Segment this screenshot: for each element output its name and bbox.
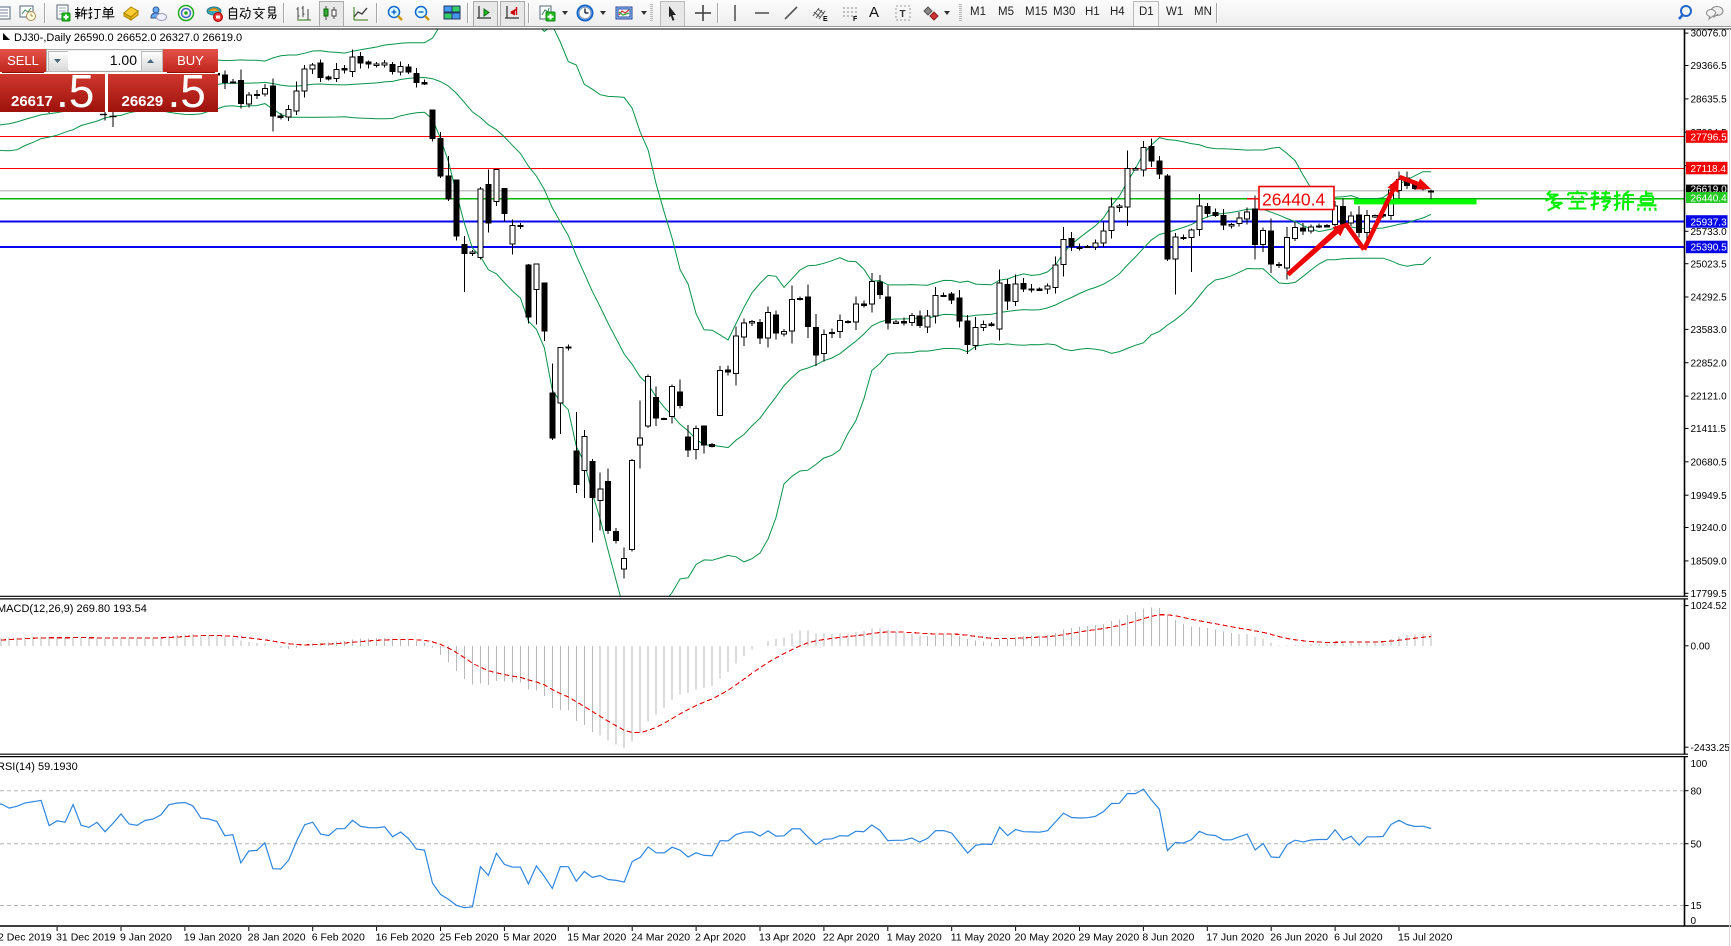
svg-text:F: F	[853, 16, 858, 22]
svg-text:6 Jul 2020: 6 Jul 2020	[1334, 932, 1383, 944]
svg-text:22 Apr 2020: 22 Apr 2020	[823, 932, 880, 944]
svg-text:28635.5: 28635.5	[1691, 95, 1728, 106]
svg-text:19240.0: 19240.0	[1691, 523, 1728, 534]
svg-text:15 Jul 2020: 15 Jul 2020	[1398, 932, 1452, 944]
svg-text:26440.4: 26440.4	[1691, 193, 1728, 204]
svg-text:25937.3: 25937.3	[1691, 217, 1728, 228]
svg-text:DJ30-,Daily 26590.0 26652.0 2: DJ30-,Daily 26590.0 26652.0 26327.0 2661…	[14, 32, 242, 44]
svg-text:23583.0: 23583.0	[1691, 325, 1728, 336]
svg-text:19 Jan 2020: 19 Jan 2020	[184, 932, 242, 944]
svg-text:26619.0: 26619.0	[1691, 185, 1728, 196]
svg-text:17799.5: 17799.5	[1691, 589, 1728, 600]
svg-text:16 Feb 2020: 16 Feb 2020	[376, 932, 435, 944]
svg-text:25023.5: 25023.5	[1691, 259, 1728, 270]
svg-text:25390.5: 25390.5	[1691, 243, 1728, 254]
svg-text:1 May 2020: 1 May 2020	[887, 932, 942, 944]
svg-text:27796.5: 27796.5	[1691, 132, 1728, 143]
svg-text:5 Mar 2020: 5 Mar 2020	[503, 932, 556, 944]
svg-text:11 May 2020: 11 May 2020	[951, 932, 1011, 944]
svg-text:22 Dec 2019: 22 Dec 2019	[0, 932, 52, 944]
svg-text:28 Jan 2020: 28 Jan 2020	[248, 932, 306, 944]
svg-text:25 Feb 2020: 25 Feb 2020	[440, 932, 499, 944]
svg-text:21411.5: 21411.5	[1691, 424, 1727, 435]
svg-text:15: 15	[1691, 901, 1703, 912]
svg-text:27118.4: 27118.4	[1691, 164, 1727, 175]
svg-text:25733.0: 25733.0	[1691, 227, 1728, 238]
svg-text:8 Jun 2020: 8 Jun 2020	[1142, 932, 1194, 944]
svg-text:24292.5: 24292.5	[1691, 293, 1728, 304]
svg-text:13 Apr 2020: 13 Apr 2020	[759, 932, 816, 944]
svg-text:0.00: 0.00	[1691, 641, 1711, 652]
svg-text:6 Feb 2020: 6 Feb 2020	[312, 932, 365, 944]
svg-text:20 May 2020: 20 May 2020	[1015, 932, 1076, 944]
svg-text:100: 100	[1691, 759, 1708, 770]
svg-text:31 Dec 2019: 31 Dec 2019	[56, 932, 116, 944]
svg-text:17 Jun 2020: 17 Jun 2020	[1206, 932, 1264, 944]
svg-text:29366.5: 29366.5	[1691, 61, 1728, 72]
svg-text:30076.0: 30076.0	[1691, 29, 1728, 40]
svg-text:26 Jun 2020: 26 Jun 2020	[1270, 932, 1328, 944]
svg-text:19949.5: 19949.5	[1691, 491, 1728, 502]
svg-text:RSI(14) 59.1930: RSI(14) 59.1930	[0, 761, 78, 773]
svg-text:-2433.25: -2433.25	[1691, 743, 1731, 754]
svg-text:20680.5: 20680.5	[1691, 457, 1728, 468]
svg-text:22852.0: 22852.0	[1691, 358, 1728, 369]
svg-text:22121.0: 22121.0	[1691, 392, 1728, 403]
svg-text:1024.52: 1024.52	[1691, 601, 1728, 612]
svg-text:18509.0: 18509.0	[1691, 557, 1728, 568]
svg-text:80: 80	[1691, 786, 1703, 797]
svg-text:24 Mar 2020: 24 Mar 2020	[631, 932, 690, 944]
svg-text:E: E	[823, 16, 828, 22]
svg-text:9 Jan 2020: 9 Jan 2020	[120, 932, 172, 944]
svg-text:50: 50	[1691, 839, 1703, 850]
svg-text:T: T	[900, 9, 906, 20]
svg-text:26440.4: 26440.4	[1262, 190, 1326, 210]
svg-text:MACD(12,26,9) 269.80 193.54: MACD(12,26,9) 269.80 193.54	[0, 603, 147, 615]
svg-text:29 May 2020: 29 May 2020	[1079, 932, 1140, 944]
svg-text:0: 0	[1691, 916, 1697, 927]
svg-text:15 Mar 2020: 15 Mar 2020	[567, 932, 626, 944]
svg-text:2 Apr 2020: 2 Apr 2020	[695, 932, 746, 944]
